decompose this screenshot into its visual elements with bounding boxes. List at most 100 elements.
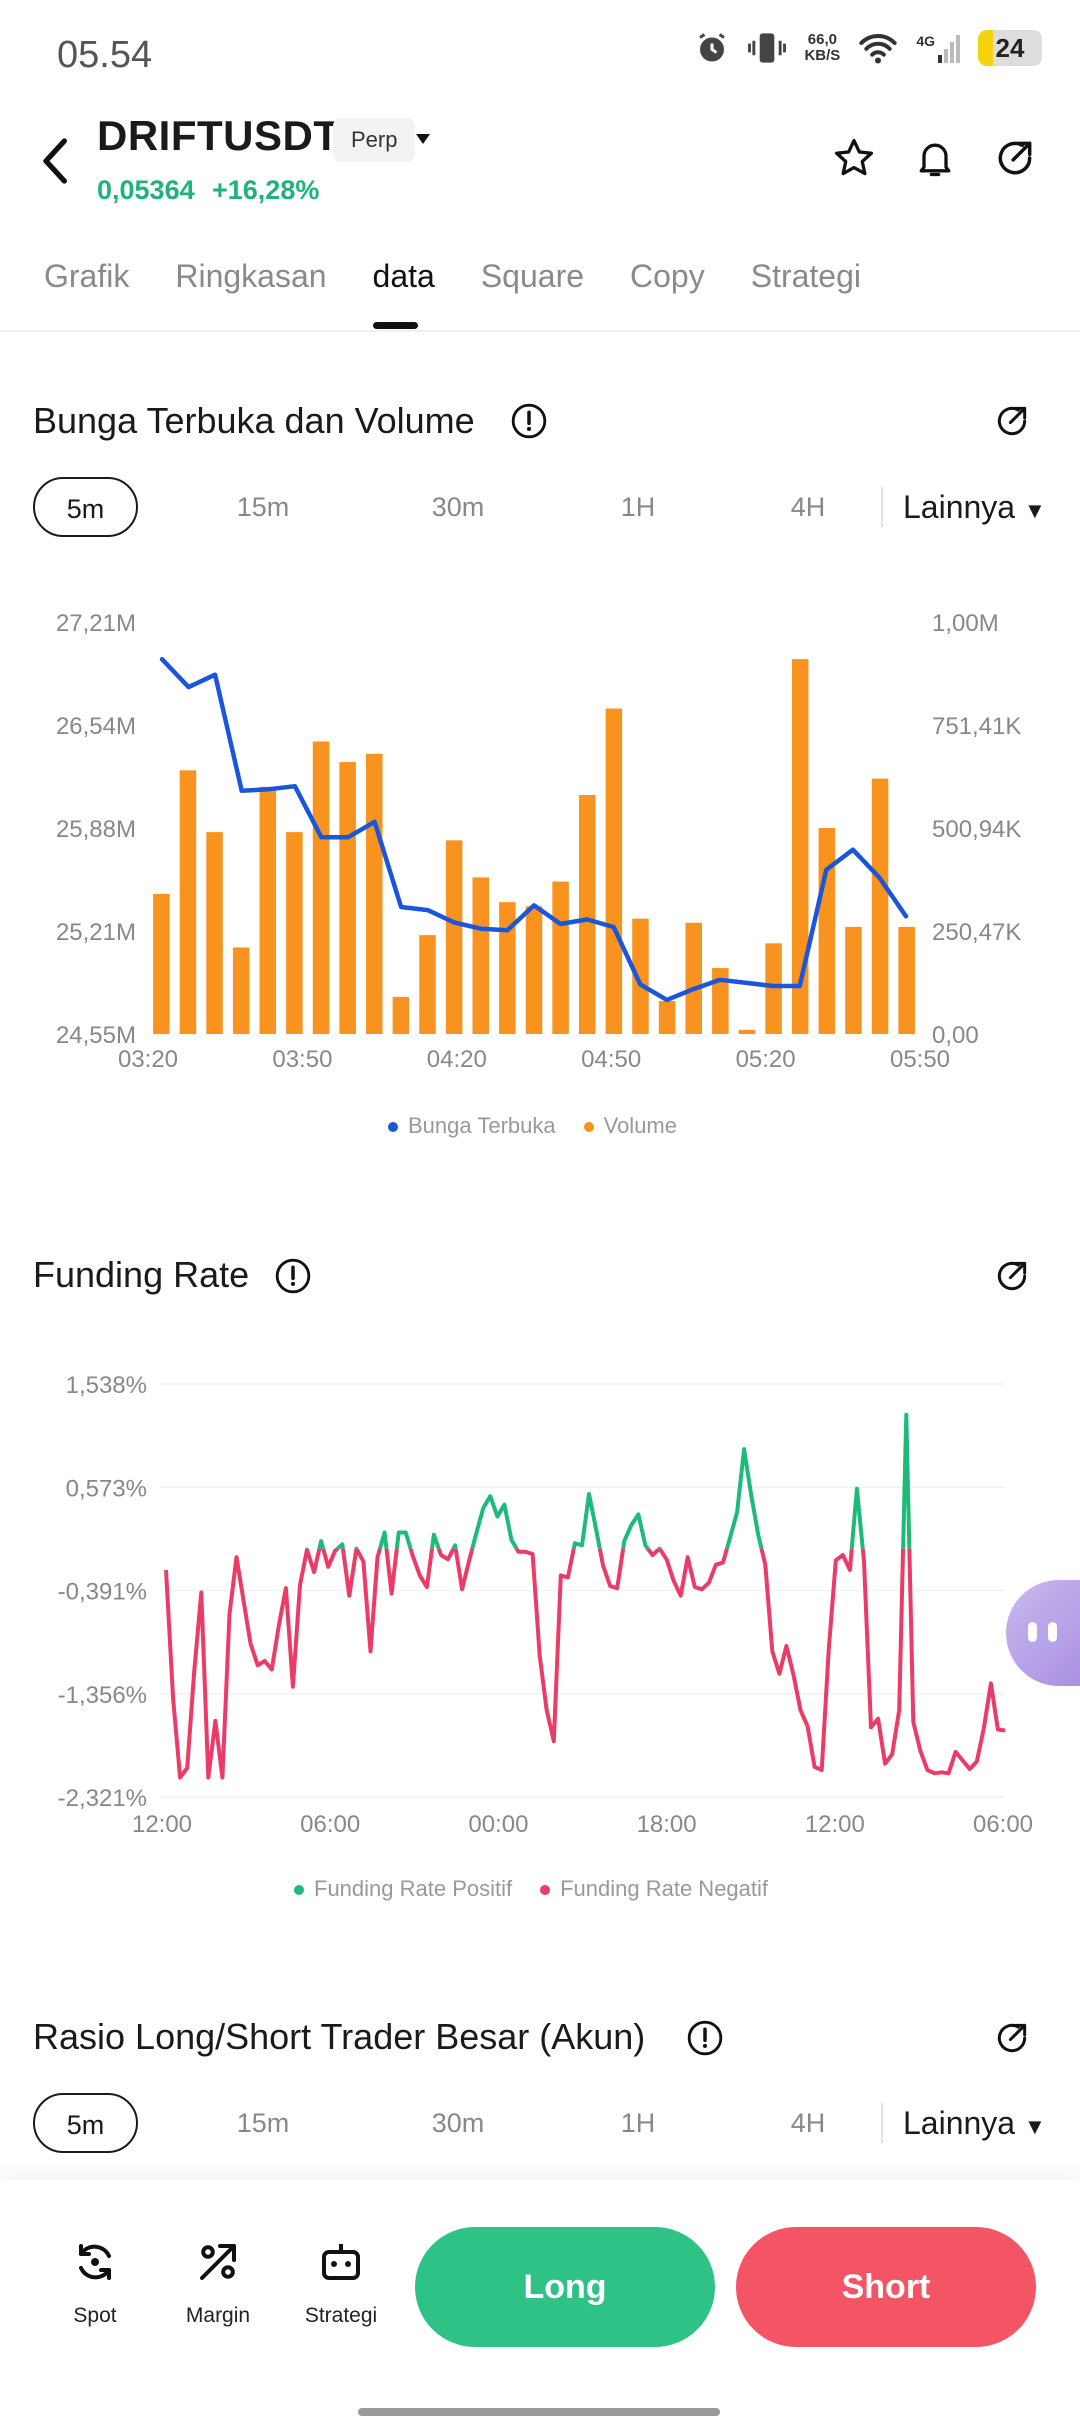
legend-funding-negative: Funding Rate Negatif — [540, 1876, 768, 1902]
alarm-icon — [699, 33, 726, 62]
x-tick-label: 12:00 — [805, 1811, 865, 1838]
oi-section-title: Bunga Terbuka dan Volume — [33, 400, 475, 441]
spot-icon — [79, 2244, 111, 2280]
bot-icon — [322, 2244, 360, 2280]
y-tick-label: -0,391% — [58, 1579, 147, 1606]
caret-down-icon: ▼ — [1023, 498, 1046, 523]
ls-timeframe-row: 5m 15m 30m 1H 4H Lainnya ▼ — [33, 2093, 1053, 2153]
volume-bar — [738, 1029, 756, 1034]
volume-bar — [552, 881, 569, 1034]
tab-ringkasan[interactable]: Ringkasan — [175, 258, 327, 294]
y-tick-label: 1,538% — [66, 1372, 147, 1399]
info-icon[interactable] — [274, 1257, 312, 1295]
bell-icon[interactable] — [913, 136, 957, 180]
volume-bar — [312, 741, 330, 1034]
oi-share-icon[interactable] — [993, 402, 1031, 440]
y-tick-label: 0,573% — [66, 1475, 147, 1502]
pair-title[interactable]: DRIFTUSDT — [97, 112, 340, 159]
last-price: 0,05364 — [97, 175, 195, 205]
volume-bar — [898, 926, 915, 1034]
tab-divider — [0, 330, 1080, 332]
tab-strategi[interactable]: Strategi — [750, 258, 861, 294]
short-button[interactable]: Short — [736, 2227, 1036, 2347]
volume-bar — [525, 906, 543, 1034]
volume-bar — [578, 795, 596, 1034]
star-icon[interactable] — [832, 136, 876, 180]
x-tick-label: 03:20 — [118, 1046, 178, 1073]
volume-bar — [845, 926, 862, 1034]
share-icon[interactable] — [993, 136, 1037, 180]
ls-share-icon[interactable] — [993, 2019, 1031, 2057]
back-arrow-icon[interactable] — [36, 136, 76, 186]
timeframe-1h[interactable]: 1H — [620, 2108, 656, 2138]
volume-bar — [499, 902, 516, 1034]
volume-bar — [605, 708, 623, 1034]
x-tick-label: 05:20 — [736, 1046, 796, 1073]
volume-bar — [392, 996, 410, 1034]
legend-funding-positive: Funding Rate Positif — [294, 1876, 512, 1902]
funding-share-icon[interactable] — [993, 1257, 1031, 1295]
timeframe-more-dropdown[interactable]: Lainnya ▼ — [903, 489, 1046, 525]
strategi-button[interactable]: Strategi — [286, 2238, 396, 2328]
caret-down-icon: ▼ — [1023, 2114, 1046, 2139]
tab-square[interactable]: Square — [480, 258, 585, 294]
timeframe-5m[interactable]: 5m — [33, 2093, 138, 2153]
timeframe-30m[interactable]: 30m — [431, 2108, 485, 2138]
home-indicator[interactable] — [358, 2408, 720, 2416]
y-right-tick-label: 500,94K — [932, 816, 1021, 843]
volume-bar — [818, 828, 836, 1034]
y-left-tick-label: 24,55M — [56, 1022, 136, 1049]
volume-bar — [871, 778, 889, 1034]
x-tick-label: 06:00 — [300, 1811, 360, 1838]
timeframe-4h[interactable]: 4H — [790, 2108, 826, 2138]
y-right-tick-label: 250,47K — [932, 919, 1021, 946]
volume-bar — [419, 935, 436, 1034]
x-tick-label: 18:00 — [637, 1811, 697, 1838]
volume-bar — [153, 893, 170, 1034]
funding-rate-chart: 1,538%0,573%-0,391%-1,356%-2,321%12:00 06… — [58, 1372, 1033, 1838]
y-left-tick-label: 25,21M — [56, 919, 136, 946]
info-icon[interactable] — [686, 2019, 724, 2057]
x-tick-label: 00:00 — [468, 1811, 528, 1838]
x-tick-label: 04:50 — [581, 1046, 641, 1073]
timeframe-15m[interactable]: 15m — [236, 2108, 290, 2138]
signal-icon — [938, 35, 960, 63]
net-speed: 66,0 KB/S — [804, 31, 841, 64]
x-tick-label: 04:20 — [427, 1046, 487, 1073]
timeframe-4h[interactable]: 4H — [790, 492, 826, 522]
funding-negative-line — [164, 1548, 1006, 1780]
status-icons: 66,0 KB/S 4G 24 — [694, 30, 1042, 66]
oi-volume-chart: 27,21M 26,54M 25,88M 25,21M 24,55M 1,00M 751,4… — [56, 610, 1021, 1073]
margin-button[interactable]: Margin — [163, 2238, 273, 2328]
volume-bar — [259, 786, 277, 1034]
y-left-tick-label: 25,88M — [56, 816, 136, 843]
timeframe-30m[interactable]: 30m — [431, 492, 485, 522]
legend-open-interest: Bunga Terbuka — [388, 1113, 556, 1139]
volume-bar — [232, 947, 250, 1034]
vibrate-icon — [748, 33, 787, 63]
tab-grafik[interactable]: Grafik — [44, 258, 130, 294]
y-right-tick-label: 1,00M — [932, 610, 999, 637]
volume-bar — [765, 943, 782, 1034]
timeframe-15m[interactable]: 15m — [236, 492, 290, 522]
long-button[interactable]: Long — [415, 2227, 715, 2347]
funding-section-title: Funding Rate — [33, 1254, 250, 1295]
x-tick-label: 03:50 — [272, 1046, 332, 1073]
timeframe-1h[interactable]: 1H — [620, 492, 656, 522]
y-right-tick-label: 0,00 — [932, 1022, 979, 1049]
margin-icon — [200, 2244, 236, 2280]
spot-button[interactable]: Spot — [40, 2238, 150, 2328]
info-icon[interactable] — [510, 402, 548, 440]
ls-section-title: Rasio Long/Short Trader Besar (Akun) — [33, 2016, 646, 2057]
y-left-tick-label: 26,54M — [56, 713, 136, 740]
tab-copy[interactable]: Copy — [630, 258, 705, 294]
tab-data[interactable]: data — [372, 258, 435, 294]
funding-positive-line — [305, 1412, 912, 1549]
timeframe-more-dropdown[interactable]: Lainnya ▼ — [903, 2105, 1046, 2141]
tab-bar: Grafik Ringkasan data Square Copy Strate… — [44, 258, 907, 295]
price-change: +16,28% — [212, 175, 320, 205]
market-type-badge[interactable]: Perp — [333, 118, 416, 162]
caret-down-icon[interactable] — [414, 132, 432, 146]
volume-bar — [632, 918, 649, 1034]
timeframe-5m[interactable]: 5m — [33, 477, 138, 537]
